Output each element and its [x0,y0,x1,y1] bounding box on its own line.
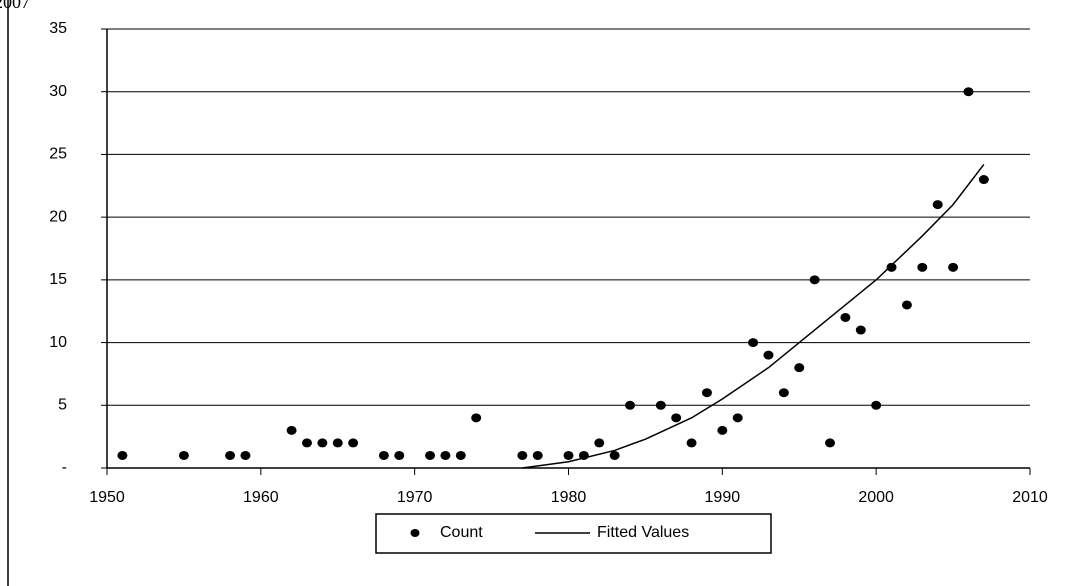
data-point [778,388,789,398]
legend-label: Fitted Values [597,524,689,541]
data-point [932,200,943,210]
data-point [425,450,436,460]
data-point [394,450,405,460]
y-tick-label: 5 [58,397,67,414]
data-point [978,175,989,185]
data-point [563,450,574,460]
x-tick-label: 1960 [243,489,279,506]
data-point [301,438,312,448]
x-tick-label: 1950 [89,489,125,506]
data-point [948,262,959,272]
data-point [671,413,682,423]
data-point [732,413,743,423]
data-point [240,450,251,460]
data-point [917,262,928,272]
data-point [532,450,543,460]
data-point [440,450,451,460]
data-point [809,275,820,285]
data-point [701,388,712,398]
data-point [455,450,466,460]
y-tick-label: 35 [49,20,67,37]
y-tick-label: 30 [49,83,67,100]
fitted-line [522,164,985,469]
chart-title: 2007 [0,0,30,12]
data-point [748,338,759,348]
data-point [763,350,774,360]
data-point [825,438,836,448]
x-tick-label: 1990 [705,489,741,506]
data-point [655,400,666,410]
data-point [871,400,882,410]
x-tick-label: 1980 [551,489,587,506]
data-point [378,450,389,460]
data-point [901,300,912,310]
legend-marker [410,529,420,537]
data-point [886,262,897,272]
x-tick-label: 1970 [397,489,433,506]
data-point [625,400,636,410]
legend-label: Count [440,524,483,541]
y-tick-label: 20 [49,208,67,225]
data-point [517,450,528,460]
data-point [855,325,866,335]
data-point [117,450,128,460]
data-point [317,438,328,448]
data-point [178,450,189,460]
y-tick-label: - [62,459,67,476]
data-point [594,438,605,448]
data-point [348,438,359,448]
data-point [840,312,851,322]
data-point [286,425,297,435]
x-tick-label: 2000 [858,489,894,506]
data-point [471,413,482,423]
data-point [609,450,620,460]
data-point [963,87,974,97]
y-tick-label: 10 [49,334,67,351]
data-point [717,425,728,435]
data-point [794,363,805,373]
data-point [686,438,697,448]
y-tick-label: 25 [49,146,67,163]
y-tick-label: 15 [49,271,67,288]
data-point [332,438,343,448]
x-tick-label: 2010 [1012,489,1048,506]
data-point [225,450,236,460]
